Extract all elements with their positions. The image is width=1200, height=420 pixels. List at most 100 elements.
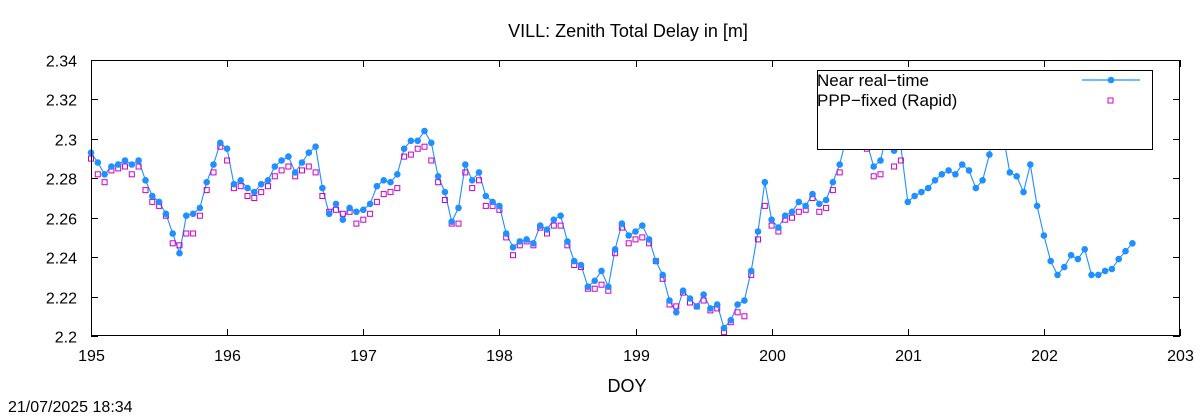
y-axis: 2.2 2.22 2.24 2.26 2.28 2.3 2.32 2.34	[46, 54, 1180, 347]
ppp-fixed-point	[469, 185, 476, 192]
near-real-time-point	[666, 297, 673, 304]
ppp-fixed-point	[755, 236, 761, 243]
ppp-fixed-point	[761, 202, 768, 209]
legend-label-ppp-fixed: PPP−fixed (Rapid)	[817, 91, 957, 110]
near-real-time-point	[938, 171, 946, 178]
near-real-time-point	[441, 188, 449, 196]
ppp-fixed-point	[353, 220, 360, 227]
ppp-fixed-point	[789, 214, 795, 221]
plot-frame	[91, 60, 1180, 336]
legend-box	[817, 70, 1153, 150]
near-real-time-point	[1067, 251, 1075, 259]
ppp-fixed-point	[258, 189, 265, 196]
near-real-time-point	[809, 190, 816, 198]
ppp-fixed-point	[203, 187, 210, 194]
ppp-fixed-point	[734, 309, 741, 316]
near-real-time-point	[543, 226, 551, 233]
near-real-time-point	[918, 188, 925, 196]
ppp-fixed-point	[149, 198, 156, 205]
ppp-fixed-point	[190, 230, 197, 237]
near-real-time-point	[584, 283, 592, 291]
near-real-time-point	[223, 145, 231, 152]
near-real-time-point	[781, 212, 789, 219]
ppp-fixed-point	[891, 163, 898, 170]
legend-marker-near-real-time	[1107, 76, 1115, 84]
ppp-fixed-point	[101, 179, 108, 186]
near-real-time-point	[530, 240, 537, 247]
near-real-time-point	[1101, 267, 1109, 275]
near-real-time-point	[1047, 257, 1054, 265]
near-real-time-point	[135, 157, 142, 164]
ppp-fixed-point	[299, 167, 305, 174]
near-real-time-point	[94, 159, 102, 166]
ppp-fixed-point	[700, 297, 707, 304]
y-tick-label: 2.24	[46, 251, 77, 268]
near-real-time-point	[387, 178, 394, 186]
near-real-time-point	[713, 301, 721, 308]
near-real-time-point	[591, 277, 598, 285]
near-real-time-point	[291, 169, 299, 176]
ppp-fixed-point	[401, 153, 408, 160]
near-real-time-point	[237, 177, 244, 184]
near-real-time-point	[108, 163, 115, 170]
near-real-time-point	[155, 198, 163, 206]
near-real-time-point	[679, 287, 687, 295]
near-real-time-point	[230, 180, 238, 188]
series-line-near-real-time	[90, 109, 1133, 330]
ppp-fixed-point	[625, 240, 632, 247]
ppp-fixed-point	[550, 222, 557, 229]
near-real-time-point	[836, 161, 843, 168]
near-real-time-point	[502, 230, 510, 237]
near-real-time-point	[366, 200, 374, 208]
ppp-fixed-point	[421, 143, 428, 150]
near-real-time-point	[434, 173, 442, 180]
near-real-time-point	[1061, 263, 1068, 271]
near-real-time-point	[945, 167, 952, 174]
near-real-time-point	[564, 238, 571, 245]
near-real-time-point	[870, 163, 877, 170]
near-real-time-point	[625, 232, 632, 239]
ppp-fixed-point	[176, 242, 183, 249]
ppp-fixed-point	[598, 281, 605, 288]
near-real-time-point	[312, 143, 319, 150]
ppp-fixed-point	[741, 313, 748, 320]
near-real-time-point	[496, 202, 503, 210]
near-real-time-point	[162, 210, 170, 218]
near-real-time-point	[1040, 232, 1048, 239]
near-real-time-point	[795, 198, 803, 206]
near-real-time-point	[686, 295, 694, 302]
x-axis-label: DOY	[607, 376, 646, 396]
near-real-time-point	[407, 137, 415, 145]
near-real-time-point	[605, 283, 612, 291]
ppp-fixed-point	[394, 185, 401, 192]
near-real-time-point	[509, 244, 517, 251]
ppp-fixed-point	[210, 169, 217, 176]
ppp-fixed-point	[122, 163, 128, 170]
ppp-fixed-point	[224, 157, 231, 164]
y-tick-label: 2.2	[55, 330, 77, 347]
y-tick-label: 2.22	[46, 291, 77, 308]
near-real-time-point	[183, 212, 190, 219]
near-real-time-point	[761, 178, 769, 186]
chart-title: VILL: Zenith Total Delay in [m]	[508, 21, 748, 41]
near-real-time-point	[305, 149, 313, 156]
ppp-fixed-point	[333, 206, 339, 213]
near-real-time-point	[611, 246, 619, 253]
near-real-time-point	[169, 230, 176, 237]
x-tick-label: 199	[623, 348, 650, 365]
near-real-time-point	[645, 236, 653, 243]
near-real-time-point	[768, 216, 775, 223]
ppp-fixed-point	[462, 169, 469, 176]
near-real-time-point	[1074, 255, 1082, 263]
near-real-time-point	[489, 198, 496, 206]
ppp-fixed-point	[639, 234, 646, 241]
ppp-fixed-point	[305, 163, 312, 170]
timestamp: 21/07/2025 18:34	[8, 399, 133, 416]
near-real-time-point	[101, 171, 108, 178]
near-real-time-point	[421, 127, 428, 135]
near-real-time-point	[734, 301, 741, 308]
near-real-time-point	[325, 210, 333, 218]
x-axis: 195 196 197 198 199 200 201 202 203	[78, 60, 1194, 365]
ppp-fixed-point	[435, 179, 442, 186]
near-real-time-point	[414, 137, 422, 145]
